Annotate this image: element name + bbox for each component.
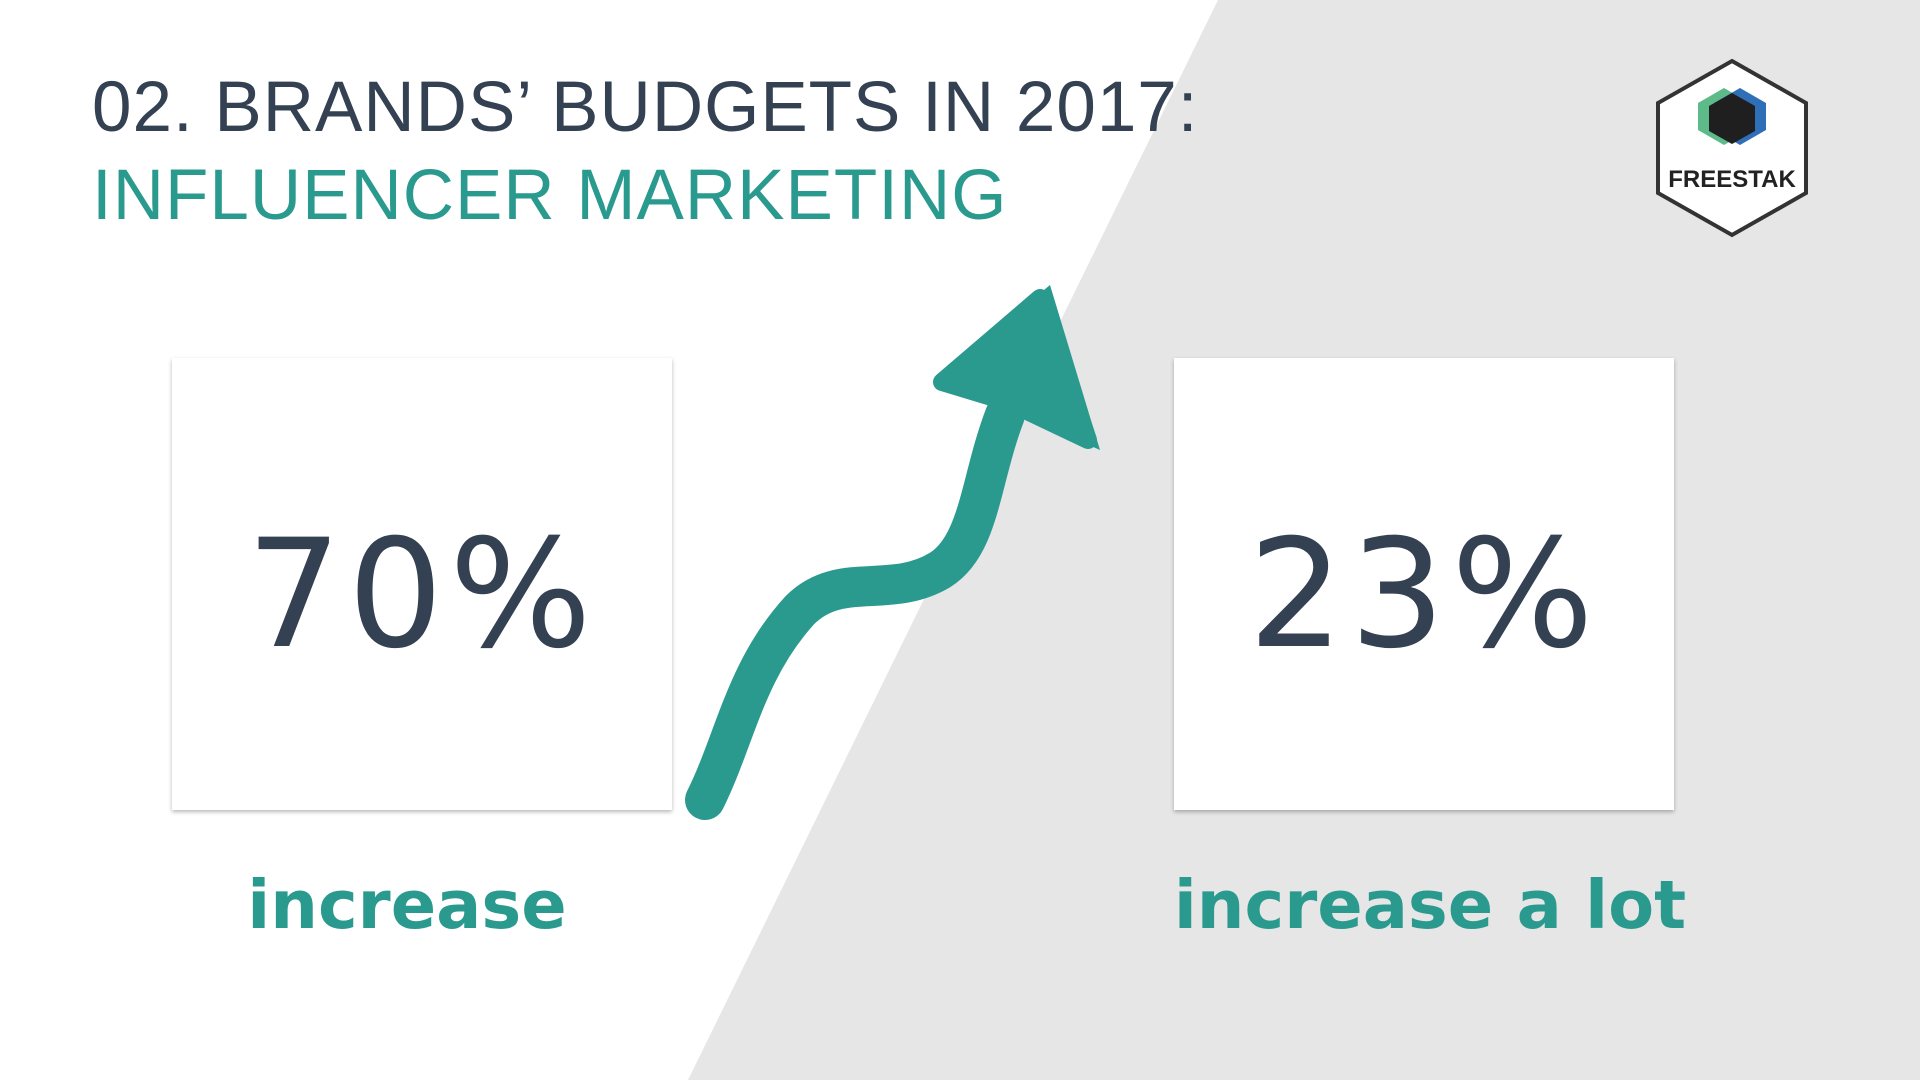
title-line-2: INFLUENCER MARKETING (92, 156, 1008, 235)
upward-trend-arrow-icon (685, 285, 1100, 820)
stat-card-23: 23% (1174, 358, 1674, 810)
stat-card-70: 70% (172, 358, 672, 810)
page-title: 02. BRANDS’ BUDGETS IN 2017: INFLUENCER … (92, 66, 1199, 238)
title-line-1: 02. BRANDS’ BUDGETS IN 2017: (92, 68, 1199, 147)
stat-label: increase (247, 866, 567, 944)
hexagon-logo-icon (1656, 58, 1808, 238)
freestak-logo: FREESTAK (1652, 58, 1812, 238)
stat-value: 70% (246, 508, 598, 682)
stat-label: increase a lot (1173, 866, 1687, 944)
logo-wordmark: FREESTAK (1668, 166, 1796, 193)
stat-value: 23% (1248, 508, 1600, 682)
